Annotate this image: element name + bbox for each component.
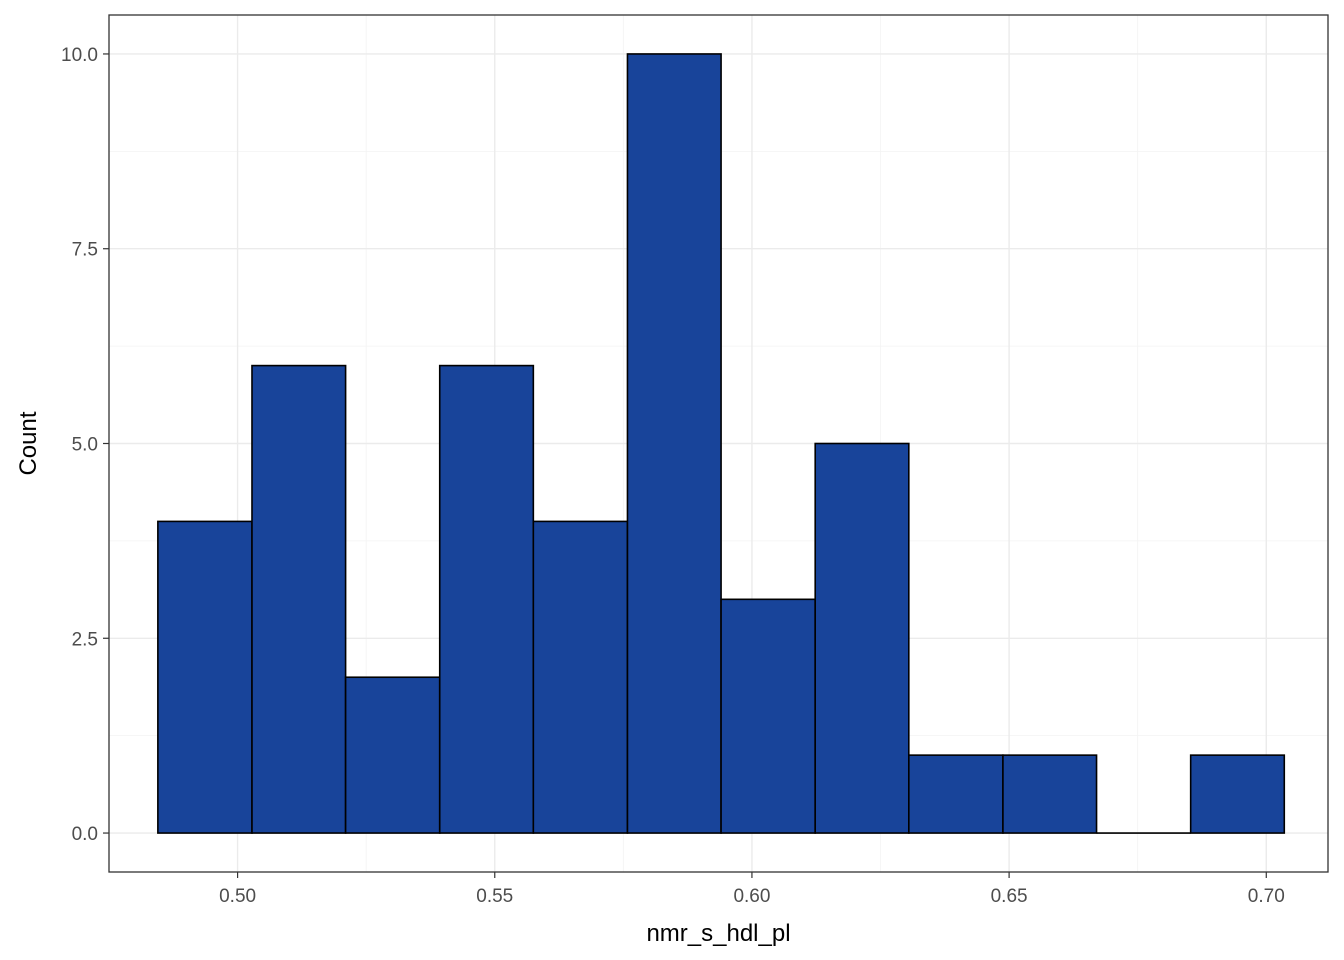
histogram-bar	[814, 442, 910, 834]
histogram-bar	[344, 676, 441, 834]
x-axis-title: nmr_s_hdl_pl	[646, 920, 790, 947]
histogram-bar	[720, 598, 816, 834]
histogram-bar	[157, 520, 253, 834]
histogram-bar	[532, 520, 629, 834]
histogram-bar	[626, 53, 722, 834]
y-axis-title: Count	[15, 411, 42, 475]
x-tick-label: 0.60	[733, 886, 770, 907]
x-tick-label: 0.55	[476, 886, 513, 907]
histogram-bar	[251, 364, 347, 834]
x-tick-label: 0.70	[1248, 886, 1285, 907]
y-tick-label: 5.0	[72, 435, 98, 456]
x-axis: 0.50 0.55 0.60 0.65 0.70	[219, 872, 1285, 907]
histogram-bar	[438, 364, 535, 834]
histogram-bar	[908, 754, 1004, 834]
y-tick-label: 10.0	[61, 45, 98, 66]
histogram-bar	[1002, 754, 1098, 834]
y-tick-label: 2.5	[72, 629, 98, 650]
histogram-bars	[157, 53, 1286, 834]
histogram-bar	[1189, 754, 1286, 834]
y-tick-label: 7.5	[72, 240, 98, 261]
y-axis: 0.0 2.5 5.0 7.5 10.0	[61, 45, 109, 845]
x-tick-label: 0.50	[219, 886, 256, 907]
x-tick-label: 0.65	[991, 886, 1028, 907]
y-tick-label: 0.0	[72, 824, 98, 845]
